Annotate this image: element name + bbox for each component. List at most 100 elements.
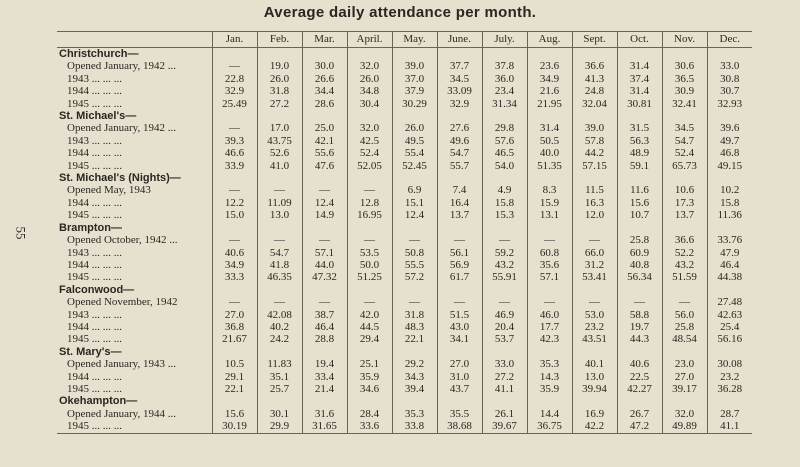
data-row: 1943 ... ... ... 27.0 42.08 38.7 42.0 31.8 51.… <box>57 308 752 321</box>
row-label: 1944 ... ... ... <box>67 258 122 271</box>
empty-cell <box>211 47 257 61</box>
cell: 27.0 <box>661 370 707 383</box>
cell: 53.7 <box>481 333 527 346</box>
cell: 32.93 <box>706 97 752 111</box>
data-row: Opened October, 1942 ... — — — — — — — — —25.8 36.… <box>57 234 752 247</box>
cell: 46.6 <box>211 147 257 160</box>
cell: 16.4 <box>436 196 482 210</box>
cell: 41.0 <box>256 159 302 173</box>
cell: 51.59 <box>661 271 707 284</box>
cell: 34.9 <box>526 72 572 86</box>
cell: 27.6 <box>436 122 482 135</box>
column-header: Sept. <box>571 31 617 48</box>
cell: 23.6 <box>526 60 572 73</box>
data-row: 1944 ... ... ... 36.8 40.2 46.4 44.5 48.3 43.0… <box>57 320 752 334</box>
cell: 40.6 <box>616 358 662 371</box>
cell: — <box>661 296 707 309</box>
cell: 22.8 <box>211 72 257 86</box>
cell: — <box>391 234 437 247</box>
data-row: 1943 ... ... ... 39.3 43.75 42.1 42.5 49.5 49.… <box>57 134 752 148</box>
cell: — <box>256 184 302 197</box>
cell: 15.6 <box>616 196 662 210</box>
cell: 32.0 <box>661 407 707 421</box>
page-number: 55 <box>13 226 29 240</box>
empty-cell <box>526 283 572 297</box>
cell: 42.0 <box>346 308 392 321</box>
cell: 46.8 <box>706 147 752 160</box>
cell: 25.7 <box>256 382 302 396</box>
empty-cell <box>526 110 572 123</box>
cell: 49.6 <box>436 134 482 148</box>
cell: 31.0 <box>436 370 482 383</box>
cell: 16.95 <box>346 209 392 222</box>
empty-cell <box>301 221 347 235</box>
cell: 10.5 <box>211 358 257 371</box>
section-name: St. Michael's (Nights)— <box>59 172 181 185</box>
cell: 52.4 <box>346 147 392 160</box>
empty-cell <box>481 47 527 61</box>
cell: 30.9 <box>661 85 707 98</box>
cell: 37.7 <box>436 60 482 73</box>
empty-cell <box>481 395 527 408</box>
data-row: 1944 ... ... ... 46.6 52.6 55.6 52.4 55.4 54.7… <box>57 147 752 160</box>
cell: 39.0 <box>571 122 617 135</box>
empty-cell <box>346 221 392 235</box>
empty-cell <box>661 395 707 408</box>
cell: 56.3 <box>616 134 662 148</box>
data-row: Opened November, 1942— — — — — — — — — — —27.48 <box>57 296 752 309</box>
cell: 28.7 <box>706 407 752 421</box>
cell: 8.3 <box>526 184 572 197</box>
cell: 53.5 <box>346 246 392 259</box>
header-row: Jan. Feb. Mar. April. May. June. July. Aug. Sept… <box>57 31 752 48</box>
empty-cell <box>571 395 617 408</box>
row-label: 1944 ... ... ... <box>67 85 122 98</box>
cell: 39.0 <box>391 60 437 73</box>
cell: 33.0 <box>706 60 752 73</box>
cell: 42.08 <box>256 308 302 321</box>
empty-cell <box>391 47 437 61</box>
cell: 52.4 <box>661 147 707 160</box>
cell: 47.6 <box>301 159 347 173</box>
data-row: Opened January, 1942 ... —17.0 25.0 32.0 26.… <box>57 122 752 135</box>
empty-cell <box>346 395 392 408</box>
cell: 26.7 <box>616 407 662 421</box>
empty-cell <box>346 283 392 297</box>
cell: 4.9 <box>481 184 527 197</box>
cell: 32.9 <box>436 97 482 111</box>
cell: 10.2 <box>706 184 752 197</box>
cell: — <box>301 296 347 309</box>
empty-cell <box>301 345 347 359</box>
empty-cell <box>661 110 707 123</box>
empty-cell <box>256 283 302 297</box>
row-label: 1945 ... ... ... <box>67 209 122 222</box>
cell: 10.7 <box>616 209 662 222</box>
cell: 34.6 <box>346 382 392 396</box>
cell: — <box>256 234 302 247</box>
cell: 57.8 <box>571 134 617 148</box>
empty-cell <box>256 345 302 359</box>
data-row: Opened January, 1943 ... 10.5 11.83 19.4 25.… <box>57 358 752 371</box>
empty-cell <box>436 47 482 61</box>
cell: — <box>301 184 347 197</box>
cell: 46.4 <box>706 258 752 272</box>
row-label: Opened October, 1942 ... <box>67 234 178 247</box>
empty-cell <box>391 110 437 123</box>
section-row: St. Michael's (Nights)— <box>57 172 752 185</box>
cell: 29.8 <box>481 122 527 135</box>
cell: 25.8 <box>661 320 707 334</box>
cell: 6.9 <box>391 184 437 197</box>
cell: 35.3 <box>391 407 437 421</box>
cell: 31.4 <box>616 85 662 98</box>
cell: 11.36 <box>706 209 752 222</box>
section-row: Okehampton— <box>57 395 752 408</box>
empty-cell <box>661 345 707 359</box>
empty-cell <box>436 172 482 185</box>
cell: 40.2 <box>256 320 302 334</box>
empty-cell <box>346 47 392 61</box>
cell: 12.4 <box>391 209 437 222</box>
cell: 40.8 <box>616 258 662 272</box>
section-row: Brampton— <box>57 221 752 235</box>
cell: 13.7 <box>661 209 707 222</box>
empty-cell <box>706 110 752 123</box>
empty-cell <box>301 172 347 185</box>
